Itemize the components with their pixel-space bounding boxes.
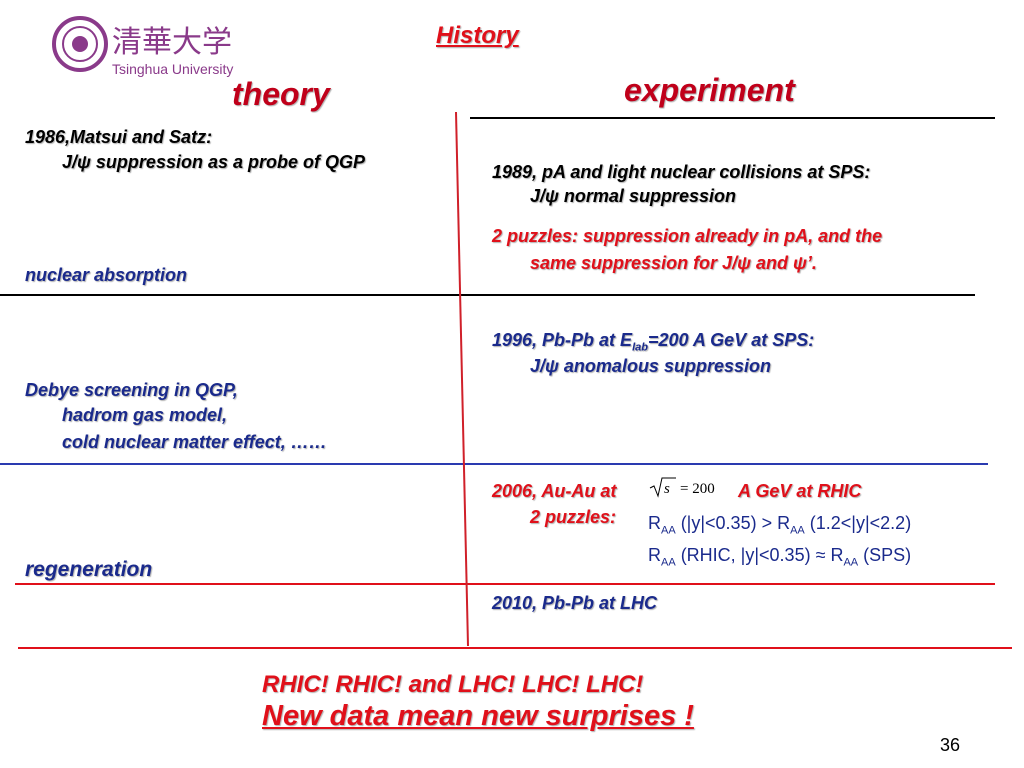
divider xyxy=(0,294,975,296)
logo-subtitle: Tsinghua University xyxy=(112,61,233,77)
title: History xyxy=(436,22,519,49)
text: Debye screening in QGP, xyxy=(25,380,238,400)
page-number: 36 xyxy=(940,735,961,755)
text: regeneration xyxy=(25,558,153,581)
text: cold nuclear matter effect, …… xyxy=(62,432,327,452)
divider xyxy=(0,463,988,465)
text: A GeV at RHIC xyxy=(738,481,862,501)
divider xyxy=(470,117,995,119)
text: 2 puzzles: xyxy=(530,507,617,527)
logo-text: 清華大学 xyxy=(112,25,232,60)
text: (1.2<|y|<2.2) xyxy=(804,513,912,533)
subscript: AA xyxy=(661,556,676,569)
text: J/ψ normal suppression xyxy=(530,186,736,206)
divider xyxy=(15,583,995,585)
text: 1996, Pb-Pb at E xyxy=(492,330,633,350)
text: hadrom gas model, xyxy=(62,405,228,425)
column-heading: experiment xyxy=(624,72,795,108)
text: 2010, Pb-Pb at LHC xyxy=(492,593,658,613)
text: nuclear absorption xyxy=(25,265,188,285)
text: 1996, Pb-Pb at Elab=200 A GeV at SPS: xyxy=(492,330,814,354)
footer-text: New data mean new surprises ! xyxy=(262,700,694,732)
formula-text: s xyxy=(664,481,670,497)
subscript: lab xyxy=(632,341,648,354)
divider xyxy=(18,647,1012,649)
formula: s = 200 xyxy=(649,477,715,498)
text: RAA (RHIC, |y|<0.35) ≈ RAA (SPS) xyxy=(648,545,911,569)
footer-text: RHIC! RHIC! and LHC! LHC! LHC! xyxy=(262,671,644,698)
text: 1989, pA and light nuclear collisions at… xyxy=(492,162,871,182)
text: 2 puzzles: suppression already in pA, an… xyxy=(492,226,883,246)
text: J/ψ anomalous suppression xyxy=(530,356,771,376)
text: (SPS) xyxy=(858,545,912,565)
text: J/ψ suppression as a probe of QGP xyxy=(62,152,365,172)
subscript: AA xyxy=(790,524,805,537)
column-heading: theory xyxy=(232,76,330,112)
text: (RHIC, |y|<0.35) ≈ R xyxy=(675,545,844,565)
subscript: AA xyxy=(843,556,859,569)
text: R xyxy=(648,545,661,565)
text: R xyxy=(648,513,661,533)
text: 2006, Au-Au at xyxy=(492,481,617,501)
text: 1986,Matsui and Satz: xyxy=(25,127,213,147)
text: same suppression for J/ψ and ψ’. xyxy=(530,253,817,273)
text: (|y|<0.35) > R xyxy=(675,513,791,533)
logo: 清華大学 Tsinghua University xyxy=(52,16,233,77)
vertical-divider xyxy=(455,111,469,647)
formula-text: = 200 xyxy=(680,481,715,497)
subscript: AA xyxy=(661,524,676,537)
text: RAA (|y|<0.35) > RAA (1.2<|y|<2.2) xyxy=(648,513,911,537)
text: =200 A GeV at SPS: xyxy=(647,330,815,350)
